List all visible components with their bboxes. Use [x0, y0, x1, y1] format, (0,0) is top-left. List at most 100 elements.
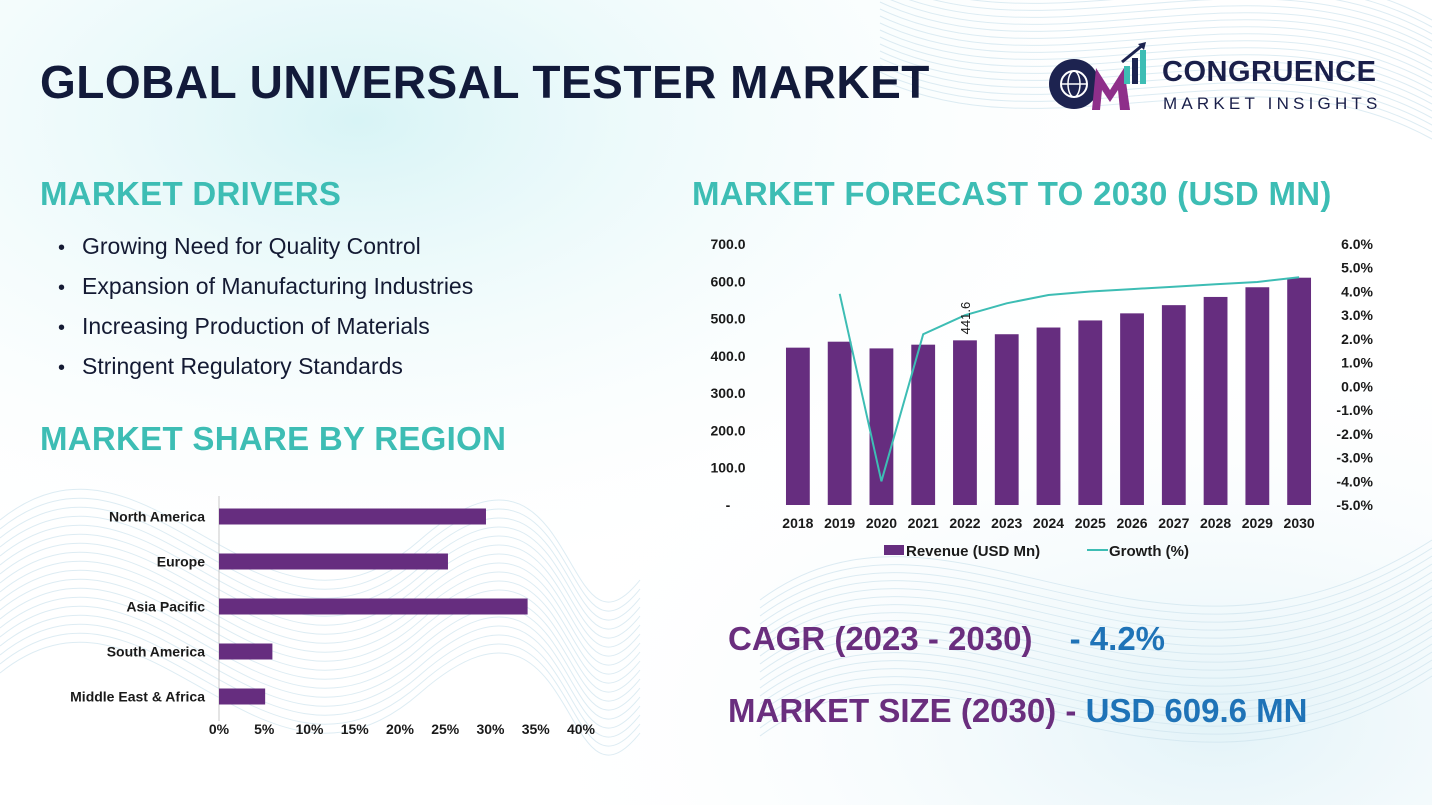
- market-size-value: USD 609.6 MN: [1085, 692, 1308, 729]
- revenue-bar: [1120, 313, 1144, 505]
- wave-line: [759, 571, 1432, 639]
- driver-text: Stringent Regulatory Standards: [82, 353, 403, 379]
- wave-line: [0, 605, 641, 720]
- wave-line: [759, 643, 1432, 711]
- bullet-icon: •: [58, 237, 66, 259]
- wave-line: [0, 569, 641, 684]
- x-axis-tick: 2021: [908, 515, 939, 531]
- right-axis-tick: -1.0%: [1336, 402, 1373, 418]
- page-title: GLOBAL UNIVERSAL TESTER MARKET: [40, 56, 930, 108]
- logo-tagline: MARKET INSIGHTS: [1163, 94, 1382, 113]
- wave-line: [969, 0, 1432, 35]
- wave-line: [879, 50, 1432, 112]
- wave-line: [879, 8, 1432, 70]
- revenue-bar: [911, 344, 936, 505]
- drivers-title: MARKET DRIVERS: [40, 175, 342, 212]
- driver-item: • Expansion of Manufacturing Industries: [58, 270, 473, 310]
- logo-icon: [1049, 42, 1146, 110]
- x-axis-tick: 2018: [782, 515, 813, 531]
- x-axis-tick: 2022: [949, 515, 980, 531]
- wave-line: [879, 57, 1432, 119]
- region-category-label: South America: [107, 644, 205, 660]
- wave-line: [0, 641, 641, 756]
- wave-line: [879, 29, 1432, 91]
- region-x-tick: 10%: [295, 721, 324, 737]
- wave-line: [0, 497, 641, 612]
- x-axis-tick: 2025: [1075, 515, 1106, 531]
- wave-line: [879, 22, 1432, 84]
- revenue-bar: [1245, 287, 1270, 505]
- wave-line: [890, 0, 1432, 56]
- left-axis-tick: -: [726, 497, 731, 513]
- region-category-label: Middle East & Africa: [70, 689, 205, 705]
- market-size-kpi: MARKET SIZE (2030) - USD 609.6 MN: [728, 692, 1307, 730]
- x-axis-tick: 2027: [1158, 515, 1189, 531]
- forecast-title: MARKET FORECAST TO 2030 (USD MN): [692, 175, 1332, 212]
- driver-item: • Growing Need for Quality Control: [58, 230, 473, 270]
- left-axis-tick: 500.0: [710, 311, 745, 327]
- wave-line: [759, 675, 1432, 743]
- right-axis-tick: -4.0%: [1336, 473, 1373, 489]
- wave-line: [0, 533, 641, 648]
- bullet-icon: •: [58, 277, 66, 299]
- wave-line: [759, 611, 1432, 679]
- revenue-bar: [1036, 327, 1061, 505]
- right-axis-tick: 4.0%: [1341, 283, 1373, 299]
- wave-line: [759, 659, 1432, 727]
- right-axis-tick: -5.0%: [1336, 497, 1373, 513]
- left-axis-tick: 700.0: [710, 236, 745, 252]
- revenue-bar: [994, 334, 1019, 505]
- wave-line: [0, 614, 641, 729]
- driver-text: Increasing Production of Materials: [82, 313, 430, 339]
- region-category-label: Asia Pacific: [126, 599, 205, 615]
- region-x-tick: 5%: [254, 721, 275, 737]
- wave-line: [879, 78, 1432, 140]
- region-x-tick: 30%: [476, 721, 505, 737]
- region-x-tick: 0%: [209, 721, 230, 737]
- wave-line: [879, 1, 1432, 63]
- x-axis-tick: 2019: [824, 515, 855, 531]
- wave-line: [879, 64, 1432, 126]
- x-axis-tick: 2026: [1116, 515, 1147, 531]
- x-axis-tick: 2024: [1033, 515, 1064, 531]
- logo-name: CONGRUENCE: [1162, 56, 1377, 88]
- left-axis-tick: 100.0: [710, 460, 745, 476]
- right-axis-tick: 3.0%: [1341, 307, 1373, 323]
- legend-growth-label: Growth (%): [1109, 543, 1189, 560]
- cagr-value: - 4.2%: [1069, 620, 1166, 657]
- wave-line: [0, 632, 641, 747]
- wave-line: [759, 555, 1432, 623]
- driver-text: Growing Need for Quality Control: [82, 233, 421, 259]
- right-axis-tick: 2.0%: [1341, 331, 1373, 347]
- wave-line: [0, 596, 641, 711]
- wave-line: [0, 578, 641, 693]
- wave-line: [0, 587, 641, 702]
- region-title: MARKET SHARE BY REGION: [40, 420, 507, 457]
- x-axis-tick: 2029: [1242, 515, 1273, 531]
- wave-line: [759, 539, 1432, 607]
- wave-line: [759, 587, 1432, 655]
- region-category-label: North America: [109, 509, 205, 525]
- region-x-tick: 40%: [567, 721, 596, 737]
- right-axis-tick: 0.0%: [1341, 378, 1373, 394]
- legend-revenue-swatch: [884, 545, 904, 555]
- region-x-tick: 20%: [386, 721, 415, 737]
- driver-item: • Increasing Production of Materials: [58, 310, 473, 350]
- wave-line: [759, 619, 1432, 687]
- cagr-kpi: CAGR (2023 - 2030) - 4.2%: [728, 620, 1165, 658]
- revenue-bar: [785, 347, 810, 505]
- region-x-tick: 15%: [341, 721, 370, 737]
- revenue-data-label: 441.6: [958, 302, 973, 335]
- driver-text: Expansion of Manufacturing Industries: [82, 273, 474, 299]
- wave-line: [0, 542, 641, 657]
- region-x-tick: 35%: [522, 721, 551, 737]
- x-axis-tick: 2020: [866, 515, 897, 531]
- left-axis-tick: 400.0: [710, 348, 745, 364]
- bullet-icon: •: [58, 357, 66, 379]
- region-bar: [219, 508, 486, 525]
- wave-line: [0, 524, 641, 639]
- cagr-label: CAGR (2023 - 2030): [728, 620, 1033, 657]
- x-axis-tick: 2023: [991, 515, 1022, 531]
- legend-revenue-label: Revenue (USD Mn): [906, 543, 1040, 560]
- forecast-chart: - 100.0 200.0 300.0 400.0 500.0 600.0 700.0 -5.0…: [710, 236, 1373, 560]
